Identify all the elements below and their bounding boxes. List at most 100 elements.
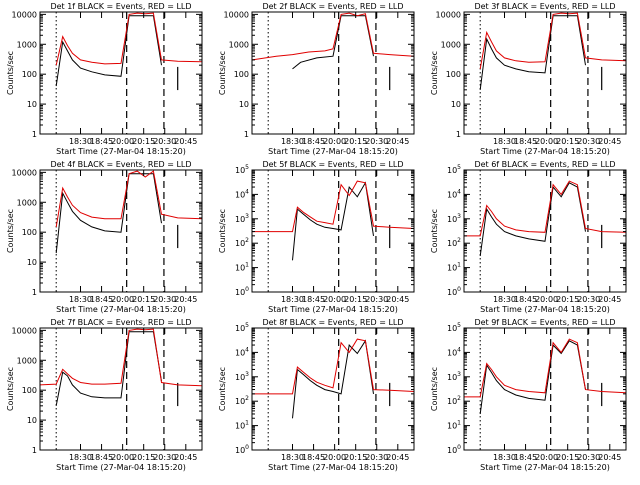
chart-1-ytick-label: 10: [27, 100, 37, 109]
chart-1-xtick-label: 20:00: [111, 137, 134, 146]
chart-4-xtick-label: 18:45: [90, 295, 113, 304]
chart-4-xtick-label: 20:00: [111, 295, 134, 304]
chart-3-series-events: [479, 15, 586, 90]
chart-6-xtick-label: 20:15: [556, 295, 579, 304]
chart-4-xtick-label: 20:45: [174, 295, 197, 304]
chart-9-ylabel: Counts/sec: [430, 367, 439, 411]
chart-5-plot-frame: [251, 169, 415, 293]
chart-2-xlabel: Start Time (27-Mar-04 18:15:20): [268, 147, 398, 156]
chart-3-xtick-label: 18:30: [493, 137, 516, 146]
chart-6-ytick-label: 102: [447, 237, 461, 248]
chart-9-ytick-label: 105: [447, 322, 461, 333]
chart-9-ytick-label: 101: [447, 420, 461, 431]
chart-4-panel: 1 10 100 1000 10000 18:3018:4520:0020:1520:30…: [6, 160, 203, 314]
chart-7-series-lld: [39, 328, 203, 387]
chart-3-xtick-label: 18:45: [514, 137, 537, 146]
chart-9-series-lld: [464, 338, 627, 398]
chart-7-ytick-label: 100: [22, 386, 37, 395]
chart-4-ytick-label: 10: [27, 258, 37, 267]
chart-9-xtick-label: 18:30: [493, 453, 516, 462]
chart-9-xtick-label: 20:15: [556, 453, 579, 462]
chart-5-xtick-label: 20:15: [344, 295, 367, 304]
chart-8-plot-frame: [251, 327, 415, 451]
chart-4-xtick-label: 20:30: [153, 295, 176, 304]
chart-7-xtick-label: 20:30: [153, 453, 176, 462]
chart-5-ytick-label: 105: [235, 164, 249, 175]
chart-2-xtick-label: 20:30: [365, 137, 388, 146]
chart-5-series-lld: [252, 180, 415, 233]
chart-7-panel: 1 10 100 1000 10000 18:3018:4520:0020:1520:30…: [6, 318, 203, 472]
chart-4-xtick-label: 18:30: [69, 295, 92, 304]
chart-3-plot-frame: [463, 11, 627, 135]
chart-2-ytick-label: 1000: [229, 40, 249, 49]
chart-6-xtick-label: 20:00: [535, 295, 558, 304]
chart-6-ytick-label: 103: [447, 213, 461, 224]
chart-8-ylabel: Counts/sec: [218, 367, 227, 411]
chart-6-panel: 10010110210310410518:3018:4520:0020:1520…: [430, 160, 627, 314]
chart-7-series-events: [55, 331, 162, 406]
chart-4-title: Det 4f BLACK = Events, RED = LLD: [50, 160, 191, 169]
chart-9-xtick-label: 20:30: [577, 453, 600, 462]
chart-6-ytick-label: 101: [447, 262, 461, 273]
chart-5-series-events: [292, 181, 374, 261]
chart-3-ytick-label: 1000: [441, 40, 461, 49]
chart-3-xtick-label: 20:45: [598, 137, 621, 146]
chart-8-ytick-label: 101: [235, 420, 249, 431]
chart-4-ylabel: Counts/sec: [6, 209, 15, 253]
chart-7-xtick-label: 18:30: [69, 453, 92, 462]
chart-9-plot-frame: [463, 327, 627, 451]
chart-9-ytick-label: 102: [447, 395, 461, 406]
chart-2-xtick-label: 20:15: [344, 137, 367, 146]
chart-3-ytick-label: 1: [456, 130, 461, 139]
chart-2-ytick-label: 10000: [224, 10, 249, 19]
chart-3-xtick-label: 20:30: [577, 137, 600, 146]
chart-9-title: Det 9f BLACK = Events, RED = LLD: [474, 318, 615, 327]
chart-7-ytick-label: 10000: [12, 326, 37, 335]
chart-1-xtick-label: 20:45: [174, 137, 197, 146]
chart-8-ytick-label: 100: [235, 444, 249, 455]
chart-6-ylabel: Counts/sec: [430, 209, 439, 253]
chart-6-xlabel: Start Time (27-Mar-04 18:15:20): [480, 305, 610, 314]
chart-1-ytick-label: 1: [32, 130, 37, 139]
chart-5-ytick-label: 103: [235, 213, 249, 224]
chart-1-title: Det 1f BLACK = Events, RED = LLD: [50, 2, 191, 11]
chart-2-panel: 1 10 100 1000 10000 18:3018:4520:0020:1520:30…: [218, 2, 415, 156]
chart-2-xtick-label: 20:45: [386, 137, 409, 146]
chart-9-xtick-label: 18:45: [514, 453, 537, 462]
chart-3-ytick-label: 10: [451, 100, 461, 109]
chart-1-xtick-label: 20:30: [153, 137, 176, 146]
chart-2-series-events: [292, 15, 374, 70]
chart-5-ytick-label: 101: [235, 262, 249, 273]
chart-9-ytick-label: 103: [447, 371, 461, 382]
chart-6-ytick-label: 104: [447, 188, 461, 199]
chart-9-series-events: [479, 340, 586, 415]
chart-8-xtick-label: 18:30: [281, 453, 304, 462]
chart-1-series-events: [55, 15, 162, 87]
chart-8-ytick-label: 104: [235, 346, 249, 357]
chart-4-ytick-label: 1: [32, 288, 37, 297]
chart-1-panel: 1 10 100 1000 10000 18:3018:4520:0020:1520:30…: [6, 2, 203, 156]
chart-6-ytick-label: 105: [447, 164, 461, 175]
chart-8-xtick-label: 20:15: [344, 453, 367, 462]
chart-8-ytick-label: 102: [235, 395, 249, 406]
chart-2-xtick-label: 20:00: [323, 137, 346, 146]
chart-8-xtick-label: 20:30: [365, 453, 388, 462]
chart-2-ytick-label: 100: [234, 70, 249, 79]
chart-5-panel: 10010110210310410518:3018:4520:0020:1520…: [218, 160, 415, 314]
chart-3-ylabel: Counts/sec: [430, 51, 439, 95]
chart-6-xtick-label: 20:30: [577, 295, 600, 304]
chart-1-xtick-label: 20:15: [132, 137, 155, 146]
chart-4-plot-frame: [39, 169, 203, 293]
chart-9-xlabel: Start Time (27-Mar-04 18:15:20): [480, 463, 610, 472]
chart-5-xtick-label: 20:30: [365, 295, 388, 304]
chart-9-ytick-label: 104: [447, 346, 461, 357]
chart-8-xtick-label: 20:45: [386, 453, 409, 462]
chart-5-xtick-label: 20:00: [323, 295, 346, 304]
chart-7-ylabel: Counts/sec: [6, 367, 15, 411]
chart-6-plot-frame: [463, 169, 627, 293]
chart-8-xtick-label: 18:45: [302, 453, 325, 462]
chart-7-title: Det 7f BLACK = Events, RED = LLD: [50, 318, 191, 327]
chart-9-panel: 10010110210310410518:3018:4520:0020:1520…: [430, 318, 627, 472]
chart-6-ytick-label: 100: [447, 286, 461, 297]
